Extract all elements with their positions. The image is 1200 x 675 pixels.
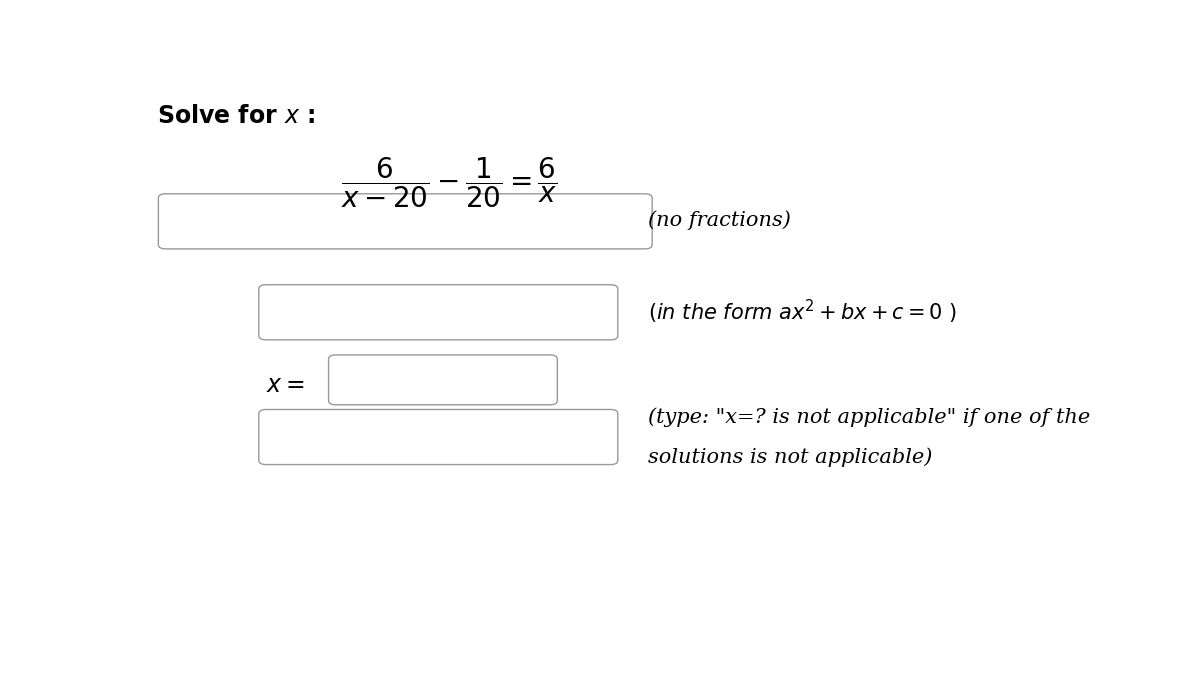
Text: $(in\ the\ form\ ax^2 + bx + c = 0\ )$: $(in\ the\ form\ ax^2 + bx + c = 0\ )$ bbox=[648, 298, 956, 327]
Text: Solve for $x$ :: Solve for $x$ : bbox=[157, 105, 316, 128]
Text: (no fractions): (no fractions) bbox=[648, 211, 791, 230]
FancyBboxPatch shape bbox=[329, 355, 557, 405]
Text: (type: "x=? is not applicable" if one of the: (type: "x=? is not applicable" if one of… bbox=[648, 408, 1090, 427]
Text: $x =$: $x =$ bbox=[266, 373, 305, 397]
FancyBboxPatch shape bbox=[259, 410, 618, 464]
FancyBboxPatch shape bbox=[158, 194, 653, 249]
Text: solutions is not applicable): solutions is not applicable) bbox=[648, 447, 932, 466]
FancyBboxPatch shape bbox=[259, 285, 618, 340]
Text: $\dfrac{6}{x - 20} - \dfrac{1}{20} = \dfrac{6}{x}$: $\dfrac{6}{x - 20} - \dfrac{1}{20} = \df… bbox=[341, 155, 557, 210]
